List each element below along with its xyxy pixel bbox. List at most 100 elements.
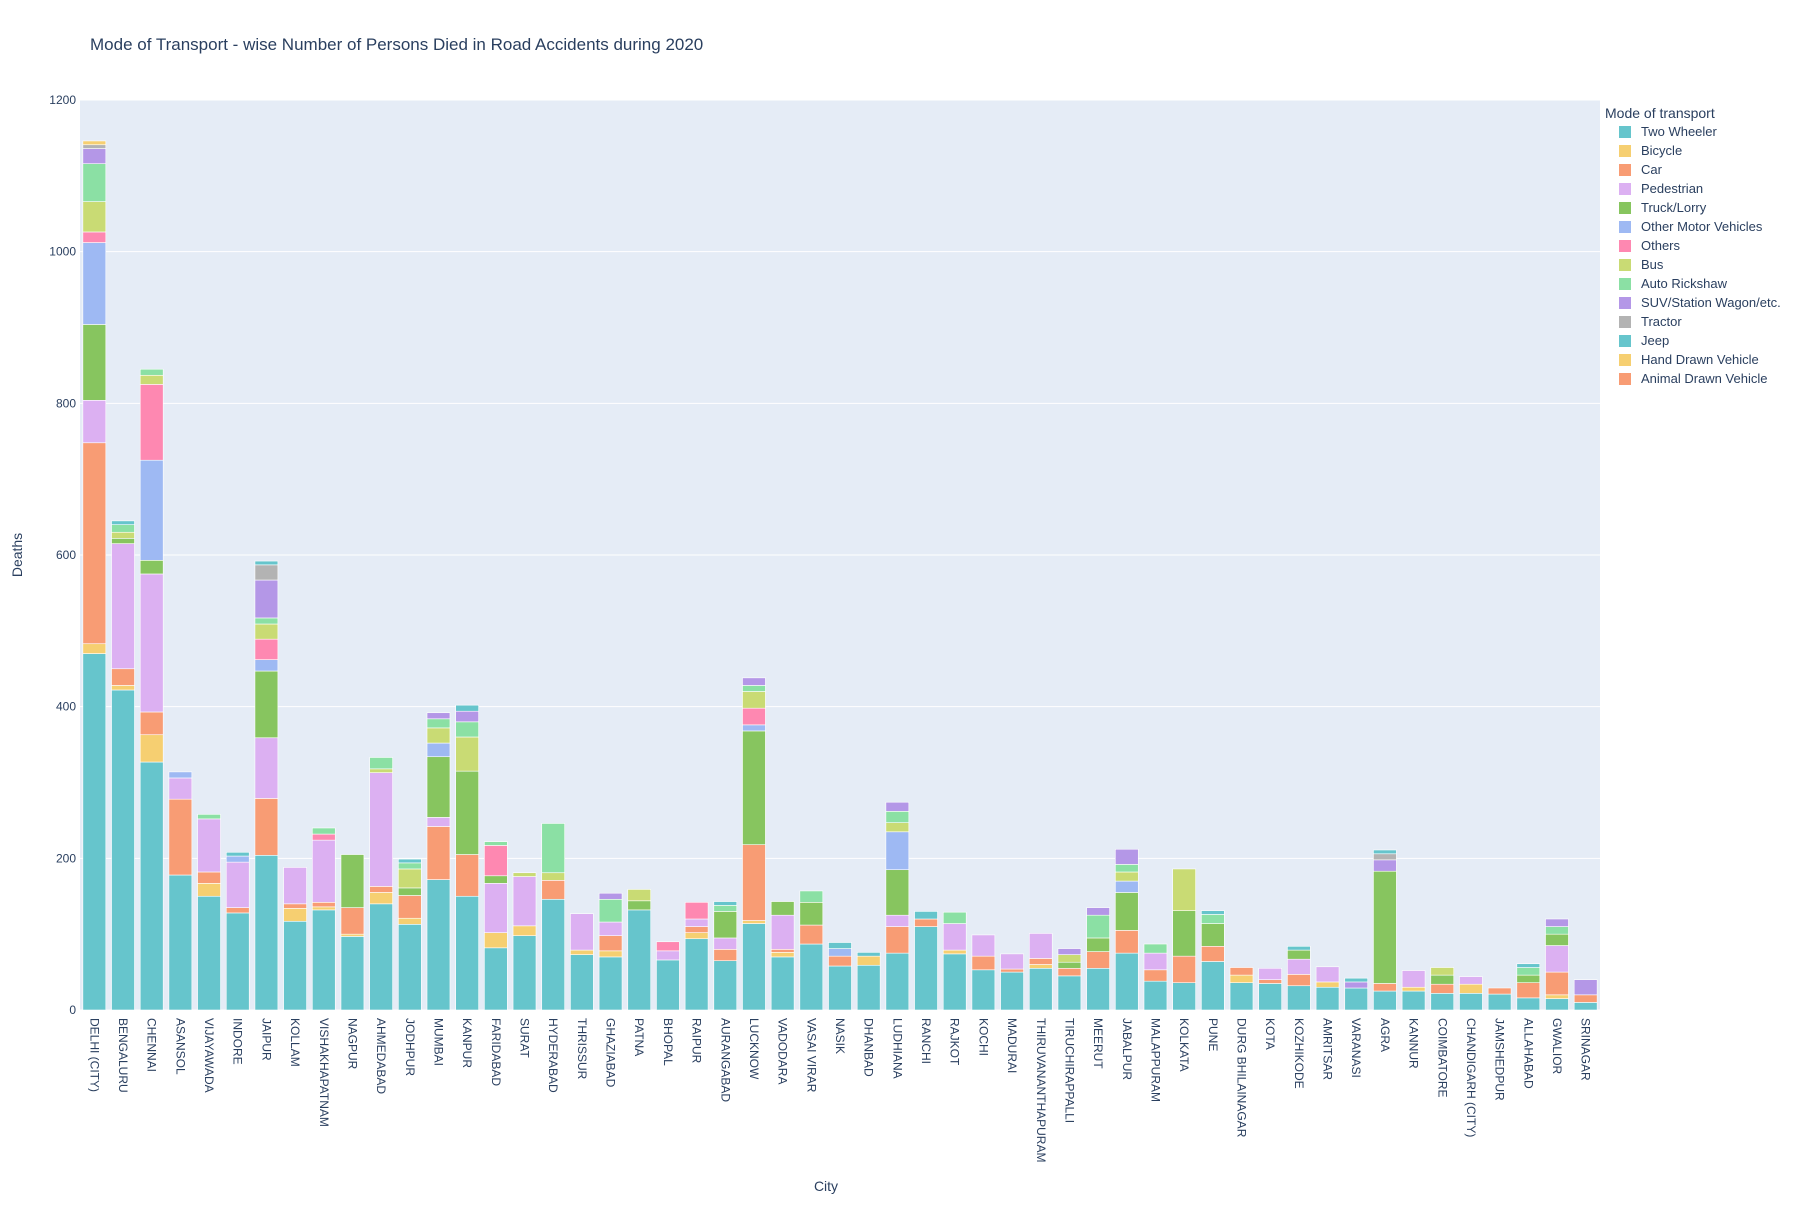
bar-segment[interactable]: ASANSOL — Pedestrian: 28	[168, 777, 193, 800]
bar-segment[interactable]: THIRUVANANTHAPURAM — Bicycle: 5	[1028, 964, 1053, 969]
bar-segment[interactable]: JABALPUR — Two Wheeler: 75	[1115, 952, 1139, 1011]
bar-segment[interactable]: KOZHIKODE — Car: 15	[1287, 974, 1311, 987]
legend-item[interactable]: Jeep	[1619, 333, 1669, 348]
bar-segment[interactable]: GHAZIABAD — Two Wheeler: 70	[598, 956, 623, 1011]
bar-segment[interactable]: INDORE — Two Wheeler: 128	[225, 912, 250, 1011]
bar-segment[interactable]: AMRITSAR — Bicycle: 7	[1315, 981, 1340, 988]
bar-segment[interactable]: LUCKNOW — Auto Rickshaw: 8	[742, 685, 766, 692]
bar-segment[interactable]: DELHI (CITY) — Two Wheeler: 470	[82, 653, 107, 1011]
bar-segment[interactable]: LUCKNOW — Bus: 22	[742, 691, 766, 709]
bar-segment[interactable]: CHENNAI — Bus: 12	[139, 374, 164, 385]
bar-segment[interactable]: VIJAYAWADA — Bicycle: 17	[197, 883, 221, 897]
bar-segment[interactable]: KANPUR — Car: 55	[455, 854, 479, 897]
bar-segment[interactable]: PUNE — Two Wheeler: 64	[1201, 961, 1225, 1011]
bar-segment[interactable]: JAIPUR — Other Motor Vehicles: 15	[254, 659, 279, 672]
bar-segment[interactable]: COIMBATORE — Bus: 10	[1430, 967, 1455, 976]
bar-segment[interactable]: LUCKNOW — SUV/Station Wagon/etc.: 10	[742, 677, 766, 686]
bar-segment[interactable]: INDORE — Jeep: 5	[225, 851, 250, 857]
bar-segment[interactable]: MUMBAI — SUV/Station Wagon/etc.: 8	[426, 712, 451, 720]
bar-segment[interactable]: LUDHIANA — Auto Rickshaw: 15	[885, 811, 910, 823]
bar-segment[interactable]: RAJKOT — Pedestrian: 35	[942, 923, 967, 951]
bar-segment[interactable]: CHENNAI — Truck/Lorry: 18	[139, 560, 164, 575]
bar-segment[interactable]: COIMBATORE — Car: 12	[1430, 983, 1455, 994]
bar-segment[interactable]: SURAT — Bicycle: 13	[512, 925, 537, 936]
bar-segment[interactable]: JAIPUR — SUV/Station Wagon/etc.: 50	[254, 579, 279, 619]
bar-segment[interactable]: GWALIOR — SUV/Station Wagon/etc.: 10	[1545, 918, 1569, 927]
bar-segment[interactable]: SRINAGAR — SUV/Station Wagon/etc.: 20	[1573, 979, 1598, 996]
bar-segment[interactable]: VARANASI — Jeep: 5	[1344, 977, 1368, 983]
bar-segment[interactable]: MADURAI — Car: 4	[1000, 968, 1024, 973]
bar-segment[interactable]: AGRA — Car: 10	[1373, 983, 1397, 992]
bar-segment[interactable]: VADODARA — Bicycle: 6	[770, 952, 795, 958]
bar-segment[interactable]: GWALIOR — Car: 30	[1545, 971, 1569, 996]
bar-segment[interactable]: AGRA — Two Wheeler: 25	[1373, 990, 1397, 1011]
bar-segment[interactable]: VISHAKHAPATNAM — Two Wheeler: 132	[312, 909, 336, 1011]
bar-segment[interactable]: GHAZIABAD — Bicycle: 8	[598, 950, 623, 958]
bar-segment[interactable]: JAIPUR — Bus: 20	[254, 623, 279, 640]
bar-segment[interactable]: KOZHIKODE — Two Wheeler: 32	[1287, 985, 1311, 1011]
bar-segment[interactable]: JABALPUR — Car: 30	[1115, 930, 1139, 954]
bar-segment[interactable]: RAIPUR — Others: 22	[684, 902, 709, 920]
bar-segment[interactable]: JAIPUR — Truck/Lorry: 88	[254, 670, 279, 739]
bar-segment[interactable]: AURANGABAD — Truck/Lorry: 35	[713, 911, 738, 939]
bar-segment[interactable]: JAIPUR — Auto Rickshaw: 8	[254, 617, 279, 625]
bar-segment[interactable]: LUDHIANA — Truck/Lorry: 60	[885, 869, 910, 916]
bar-segment[interactable]: LUDHIANA — Car: 35	[885, 926, 910, 954]
bar-segment[interactable]: FARIDABAD — Pedestrian: 65	[484, 883, 508, 933]
bar-segment[interactable]: RAIPUR — Pedestrian: 10	[684, 918, 709, 927]
bar-segment[interactable]: RAIPUR — Car: 8	[684, 926, 709, 933]
bar-segment[interactable]: PATNA — Two Wheeler: 132	[627, 909, 652, 1011]
bar-segment[interactable]: CHANDIGARH (CITY) — Two Wheeler: 22	[1459, 993, 1483, 1011]
bar-segment[interactable]: JODHPUR — Truck/Lorry: 10	[398, 887, 422, 896]
bar-segment[interactable]: KANPUR — Jeep: 8	[455, 704, 479, 712]
bar-segment[interactable]: PUNE — Auto Rickshaw: 12	[1201, 914, 1225, 924]
bar-segment[interactable]: NAGPUR — Car: 35	[340, 907, 365, 935]
bar-segment[interactable]: MADURAI — Pedestrian: 20	[1000, 953, 1024, 970]
bar-segment[interactable]: HYDERABAD — Auto Rickshaw: 65	[541, 823, 565, 874]
bar-segment[interactable]: ASANSOL — Two Wheeler: 178	[168, 874, 193, 1011]
legend-item[interactable]: SUV/Station Wagon/etc.	[1619, 295, 1781, 310]
bar-segment[interactable]: MEERUT — Car: 22	[1086, 951, 1110, 969]
legend-item[interactable]: Hand Drawn Vehicle	[1619, 352, 1759, 367]
bar-segment[interactable]: SRINAGAR — Two Wheeler: 10	[1573, 1002, 1598, 1011]
bar-segment[interactable]: LUDHIANA — Pedestrian: 15	[885, 914, 910, 927]
bar-segment[interactable]: RANCHI — Car: 10	[914, 918, 938, 927]
bar-segment[interactable]: LUDHIANA — Other Motor Vehicles: 50	[885, 831, 910, 871]
bar-segment[interactable]: THIRUVANANTHAPURAM — Car: 8	[1028, 958, 1053, 965]
bar-segment[interactable]: JODHPUR — Auto Rickshaw: 8	[398, 862, 422, 870]
bar-segment[interactable]: GWALIOR — Auto Rickshaw: 10	[1545, 926, 1569, 935]
bar-segment[interactable]: MUMBAI — Two Wheeler: 172	[426, 879, 451, 1011]
bar-segment[interactable]: RAJKOT — Auto Rickshaw: 15	[942, 911, 967, 924]
bar-segment[interactable]: BHOPAL — Two Wheeler: 66	[656, 959, 680, 1011]
bar-segment[interactable]: VISHAKHAPATNAM — Auto Rickshaw: 8	[312, 827, 336, 835]
bar-segment[interactable]: ASANSOL — Car: 100	[168, 798, 193, 876]
bar-segment[interactable]: THRISSUR — Pedestrian: 48	[570, 913, 594, 951]
bar-segment[interactable]: TIRUCHIRAPPALLI — Car: 10	[1057, 967, 1082, 977]
bar-segment[interactable]: NASIK — Two Wheeler: 58	[828, 965, 852, 1011]
bar-segment[interactable]: INDORE — Other Motor Vehicles: 8	[225, 855, 250, 863]
bar-segment[interactable]: GHAZIABAD — Auto Rickshaw: 30	[598, 898, 623, 923]
legend[interactable]: Two Wheeler Bicycle Car Pedestrian Truck/Lor…	[1619, 124, 1781, 386]
bar-segment[interactable]: VIJAYAWADA — Auto Rickshaw: 6	[197, 814, 221, 820]
bar-segment[interactable]: AURANGABAD — Pedestrian: 15	[713, 937, 738, 950]
bar-segment[interactable]: AGRA — Tractor: 8	[1373, 853, 1397, 861]
bar-segment[interactable]: JAIPUR — Tractor: 20	[254, 564, 279, 581]
bar-segment[interactable]: JABALPUR — Other Motor Vehicles: 15	[1115, 880, 1139, 893]
bar-segment[interactable]: DELHI (CITY) — Auto Rickshaw: 50	[82, 163, 107, 202]
bar-segment[interactable]: DHANBAD — Two Wheeler: 59	[856, 964, 881, 1011]
bar-segment[interactable]: KANPUR — SUV/Station Wagon/etc.: 14	[455, 710, 479, 723]
bar-segment[interactable]: KANNUR — Bicycle: 5	[1401, 986, 1426, 992]
bar-segment[interactable]: GWALIOR — Bicycle: 5	[1545, 994, 1569, 999]
bar-segment[interactable]: VADODARA — Pedestrian: 45	[770, 914, 795, 950]
bar-segment[interactable]: RANCHI — Jeep: 10	[914, 911, 938, 920]
bar-segment[interactable]: AGRA — Truck/Lorry: 148	[1373, 870, 1397, 984]
bar-segment[interactable]: MUMBAI — Pedestrian: 12	[426, 817, 451, 827]
bar-segment[interactable]: KOLLAM — Two Wheeler: 117	[283, 920, 307, 1011]
legend-item[interactable]: Bus	[1619, 257, 1664, 272]
bar-segment[interactable]: RAJKOT — Bicycle: 5	[942, 949, 967, 955]
bar-segment[interactable]: AURANGABAD — Jeep: 5	[713, 901, 738, 906]
legend-item[interactable]: Car	[1619, 162, 1663, 177]
bar-segment[interactable]: KOLLAM — Car: 6	[283, 903, 307, 909]
bar-segment[interactable]: DELHI (CITY) — Car: 265	[82, 442, 107, 645]
bar-segment[interactable]: TIRUCHIRAPPALLI — Bus: 10	[1057, 954, 1082, 963]
